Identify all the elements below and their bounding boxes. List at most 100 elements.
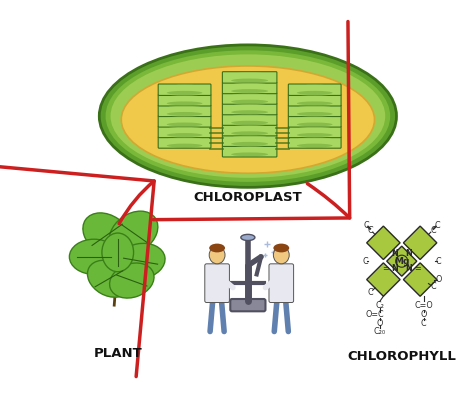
Ellipse shape [109,263,154,298]
Text: O=: O= [365,310,378,320]
Ellipse shape [167,95,202,99]
FancyBboxPatch shape [230,299,265,311]
Ellipse shape [297,123,333,126]
Ellipse shape [121,66,374,173]
Text: C: C [363,221,369,230]
Text: CHLOROPLAST: CHLOROPLAST [193,191,302,204]
Text: O: O [377,318,383,327]
Ellipse shape [167,112,202,116]
Ellipse shape [231,125,268,129]
Ellipse shape [69,239,118,274]
Polygon shape [403,263,437,296]
Ellipse shape [231,83,268,87]
Ellipse shape [209,243,225,253]
FancyBboxPatch shape [222,72,277,83]
Ellipse shape [231,131,268,135]
Ellipse shape [231,89,268,93]
Text: C: C [430,226,436,234]
Text: O: O [420,310,427,320]
Text: C₂: C₂ [375,301,384,310]
Ellipse shape [297,95,333,99]
Ellipse shape [297,144,333,147]
FancyBboxPatch shape [222,114,277,125]
Ellipse shape [273,243,289,253]
FancyBboxPatch shape [288,105,341,117]
FancyBboxPatch shape [222,125,277,136]
Text: N: N [391,264,398,273]
Text: CHLOROPHYLL: CHLOROPHYLL [347,349,456,362]
FancyBboxPatch shape [222,103,277,115]
Text: C: C [368,288,374,297]
Text: N: N [406,249,412,258]
FancyBboxPatch shape [269,264,293,303]
Ellipse shape [209,246,225,264]
Ellipse shape [297,85,333,89]
FancyBboxPatch shape [288,84,341,95]
Text: C: C [377,310,383,320]
Polygon shape [403,226,437,260]
FancyBboxPatch shape [158,116,211,127]
FancyBboxPatch shape [158,137,211,148]
Ellipse shape [167,91,202,95]
FancyBboxPatch shape [222,82,277,94]
FancyBboxPatch shape [222,93,277,104]
Ellipse shape [105,49,391,183]
Ellipse shape [167,144,202,147]
Ellipse shape [241,234,255,240]
Polygon shape [387,246,417,276]
FancyBboxPatch shape [158,126,211,138]
Text: C: C [421,318,427,327]
Ellipse shape [231,93,268,97]
Ellipse shape [297,127,333,131]
Ellipse shape [231,136,268,139]
FancyBboxPatch shape [158,95,211,106]
Ellipse shape [297,112,333,116]
Text: C: C [430,282,436,292]
Ellipse shape [273,246,289,264]
Ellipse shape [231,146,268,150]
Ellipse shape [297,101,333,105]
Ellipse shape [167,127,202,131]
Ellipse shape [99,45,396,187]
Text: Mg: Mg [394,256,410,266]
Polygon shape [367,226,400,260]
Ellipse shape [167,133,202,137]
FancyBboxPatch shape [288,137,341,148]
Circle shape [396,255,408,267]
Ellipse shape [167,116,202,120]
Text: C: C [368,226,374,234]
Ellipse shape [231,121,268,125]
Text: C: C [435,221,440,230]
Polygon shape [367,263,400,296]
Ellipse shape [297,116,333,120]
Ellipse shape [231,78,268,82]
Ellipse shape [297,106,333,110]
Ellipse shape [167,106,202,110]
FancyBboxPatch shape [222,135,277,147]
Text: C₂₀: C₂₀ [374,327,386,336]
FancyBboxPatch shape [288,95,341,106]
Ellipse shape [102,233,134,272]
Ellipse shape [297,91,333,95]
Ellipse shape [231,115,268,119]
Ellipse shape [167,85,202,89]
Text: =: = [415,264,421,273]
Text: PLANT: PLANT [93,347,142,360]
Ellipse shape [231,104,268,108]
FancyBboxPatch shape [158,84,211,95]
Ellipse shape [167,101,202,105]
FancyBboxPatch shape [158,105,211,117]
Ellipse shape [109,211,158,255]
Ellipse shape [116,243,165,279]
Ellipse shape [231,110,268,114]
Ellipse shape [83,213,131,257]
Ellipse shape [231,72,268,76]
Ellipse shape [167,123,202,126]
Ellipse shape [88,260,130,297]
Text: C=O: C=O [414,301,433,310]
Text: C: C [436,256,441,266]
Text: C: C [362,256,368,266]
Ellipse shape [231,152,268,156]
Text: =: = [382,264,389,273]
FancyBboxPatch shape [288,116,341,127]
